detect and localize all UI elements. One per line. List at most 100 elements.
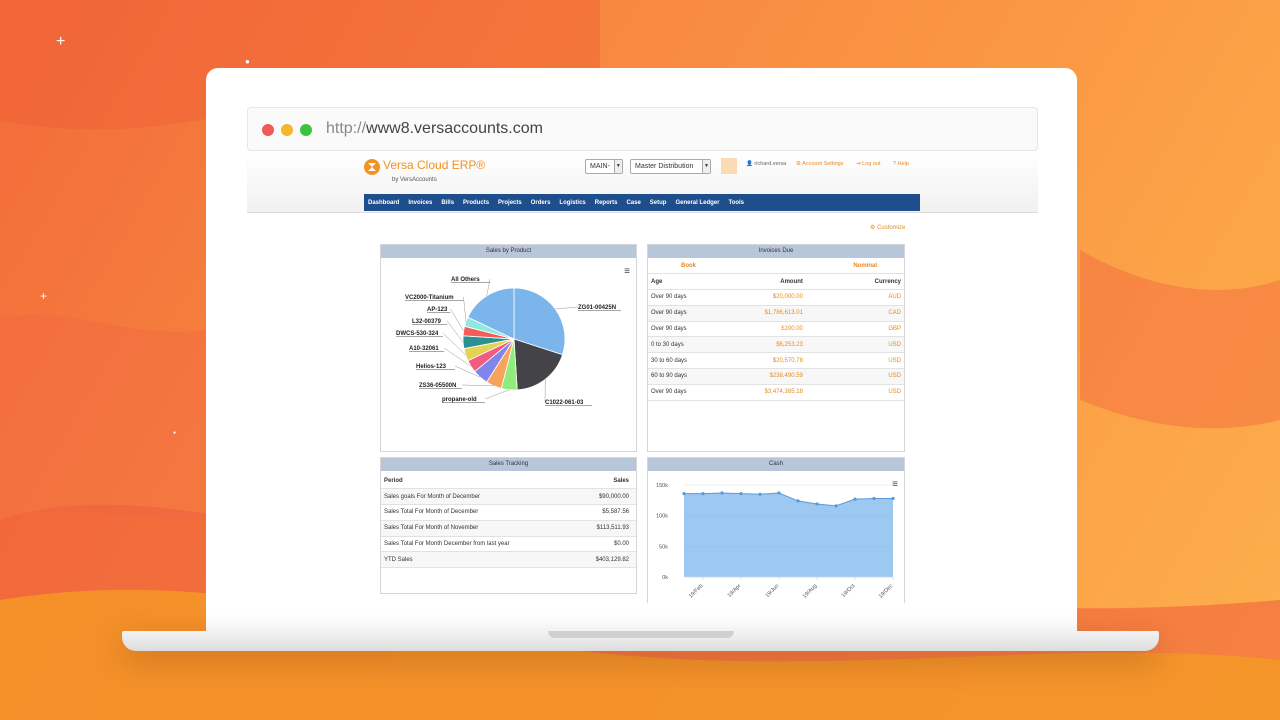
- logout-link[interactable]: ⇥ Log out: [856, 161, 881, 167]
- pie-label-connector: [446, 320, 464, 343]
- sales-by-product-panel: Sales by Product ≡ ZG01-00425N C1022-061-…: [380, 244, 637, 452]
- cell-age: Over 90 days: [648, 384, 725, 401]
- table-group-row: Book Nominal: [648, 258, 904, 275]
- main-nav: Dashboard Invoices Bills Products Projec…: [364, 194, 920, 211]
- x-tick-label: 19/Oct: [841, 583, 857, 599]
- nav-bills[interactable]: Bills: [441, 199, 455, 206]
- account-settings-label: Account Settings: [802, 161, 844, 167]
- sales-tracking-table: Period Sales Sales goals For Month of De…: [381, 473, 636, 569]
- pie-label-connector: [463, 296, 467, 322]
- app-logo[interactable]: Versa Cloud ERP® by VersAccounts: [364, 157, 486, 189]
- cell-amount: $1,786,613.01: [724, 305, 806, 322]
- customize-label: Customize: [877, 225, 906, 231]
- cell-amount: $238,490.59: [724, 368, 806, 385]
- group-book: Book: [648, 258, 806, 275]
- chart-menu-icon[interactable]: ≡: [892, 479, 898, 490]
- y-tick-label: 0k: [662, 575, 668, 581]
- gear-icon: ⚙: [870, 225, 876, 231]
- cell-period: Sales Total For Month December from last…: [381, 536, 573, 553]
- cell-amount: £200.00: [724, 321, 806, 338]
- cash-point: [682, 492, 686, 496]
- table-row: YTD Sales $403,129.82: [381, 551, 636, 569]
- cell-sales: $403,129.82: [572, 551, 636, 569]
- nav-orders[interactable]: Orders: [530, 199, 551, 206]
- sparkle-icon: +: [56, 33, 66, 50]
- pie-slice: [513, 338, 564, 391]
- sales-pie-chart: ZG01-00425N C1022-061-03 propane-old ZS36-0…: [396, 277, 621, 406]
- cash-point: [758, 492, 762, 496]
- table-row: Over 90 days $3,474,385.18 USD: [648, 384, 904, 401]
- cell-age: 30 to 60 days: [648, 352, 725, 370]
- cash-area: [684, 493, 893, 577]
- nav-logistics[interactable]: Logistics: [559, 199, 586, 206]
- account-settings-link[interactable]: ⚙ Account Settings: [796, 161, 843, 167]
- maximize-window-button[interactable]: [300, 124, 312, 136]
- app-header: Versa Cloud ERP® by VersAccounts MAIN- ▼…: [247, 151, 1038, 213]
- table-row: Sales Total For Month of December $5,587.…: [381, 504, 636, 521]
- cash-point: [796, 499, 800, 503]
- nav-invoices[interactable]: Invoices: [408, 199, 433, 206]
- logo-title: Versa Cloud ERP®: [383, 158, 486, 172]
- y-tick-label: 150k: [656, 483, 668, 489]
- pie-label: All Others: [451, 277, 480, 283]
- url-protocol: http://: [326, 120, 367, 137]
- nav-products[interactable]: Products: [463, 199, 490, 206]
- cell-period: Sales Total For Month of December: [381, 504, 573, 521]
- gear-icon: ⚙: [796, 161, 801, 167]
- pie-slice: [513, 287, 566, 356]
- user-name-label: richard.versa: [754, 161, 787, 167]
- cash-area-chart: 150k 100k 50k 0k 19/Feb 19/Apr 19/Jun 19/Aug 19/…: [656, 483, 895, 600]
- close-window-button[interactable]: [262, 124, 274, 136]
- url-field[interactable]: http://www8.versaccounts.com: [326, 120, 543, 138]
- nav-tools[interactable]: Tools: [728, 199, 745, 206]
- x-tick-label: 19/Apr: [727, 583, 743, 599]
- logo-subtitle: by VersAccounts: [392, 177, 437, 183]
- header-age: Age: [648, 273, 725, 291]
- cell-amount: $6,253.23: [724, 336, 806, 354]
- sparkle-dot: ●: [245, 57, 250, 66]
- nav-setup[interactable]: Setup: [649, 199, 667, 206]
- nav-general-ledger[interactable]: General Ledger: [675, 199, 720, 206]
- pie-label: ZS36-05500N: [419, 383, 456, 389]
- laptop-notch: [548, 631, 734, 638]
- cell-period: YTD Sales: [381, 551, 573, 569]
- cell-age: 0 to 30 days: [648, 336, 725, 354]
- cell-sales: $113,511.93: [572, 520, 636, 537]
- pie-label-connector: [484, 389, 510, 400]
- chart-menu-icon[interactable]: ≡: [624, 266, 630, 277]
- y-tick-label: 100k: [656, 514, 668, 520]
- url-host: www8.versaccounts.com: [366, 120, 543, 137]
- sparkle-dot: ●: [173, 430, 177, 436]
- table-row: 60 to 90 days $238,490.59 USD: [648, 368, 904, 385]
- laptop-base: [122, 631, 1159, 651]
- cell-period: Sales Total For Month of November: [381, 520, 573, 537]
- cell-age: Over 90 days: [648, 321, 725, 338]
- table-row: Sales Total For Month of November $113,51…: [381, 520, 636, 537]
- cash-point: [815, 502, 819, 506]
- cell-age: Over 90 days: [648, 289, 725, 306]
- table-header-row: Period Sales: [381, 473, 636, 490]
- cell-currency: AUD: [805, 289, 904, 306]
- panel-title: Sales by Product: [381, 245, 636, 258]
- nav-dashboard[interactable]: Dashboard: [368, 199, 400, 206]
- color-swatch[interactable]: [721, 158, 737, 174]
- minimize-window-button[interactable]: [281, 124, 293, 136]
- pie-label-connector: [443, 347, 472, 367]
- pie-label-connector: [461, 384, 494, 387]
- cash-point: [891, 496, 895, 501]
- pie-label: propane-old: [442, 397, 477, 403]
- company-select[interactable]: MAIN- ▼: [585, 159, 623, 174]
- help-icon: ?: [893, 161, 897, 167]
- user-name[interactable]: 👤 richard.versa: [746, 161, 786, 167]
- customize-link[interactable]: ⚙ Customize: [870, 224, 905, 231]
- pie-label: C1022-061-03: [545, 400, 584, 406]
- location-select[interactable]: Master Distribution ▼: [630, 159, 711, 174]
- cell-amount: $20,000.00: [724, 289, 806, 306]
- help-link[interactable]: ? Help: [893, 161, 909, 167]
- cash-point: [853, 497, 857, 501]
- nav-reports[interactable]: Reports: [594, 199, 618, 206]
- logout-label: Log out: [862, 161, 881, 167]
- nav-projects[interactable]: Projects: [498, 199, 522, 206]
- cash-point: [701, 492, 705, 496]
- nav-case[interactable]: Case: [626, 199, 641, 206]
